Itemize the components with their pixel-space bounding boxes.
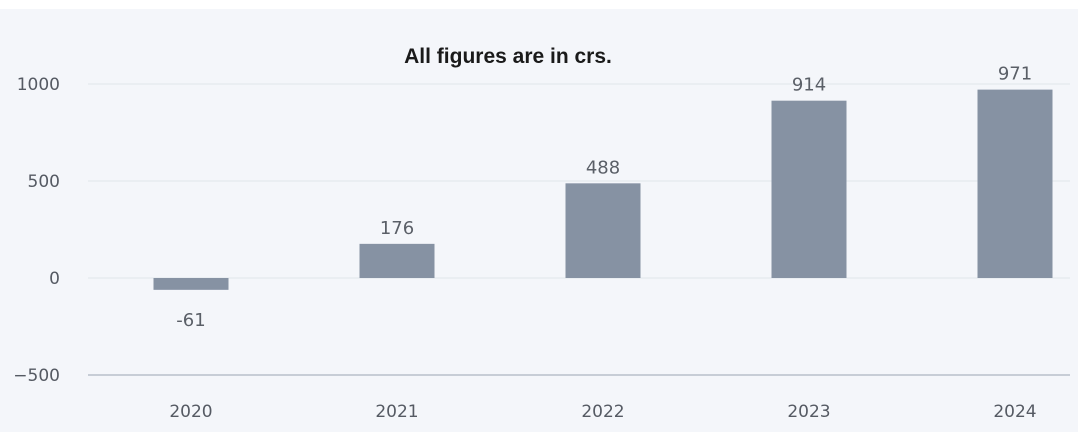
- data-labels: -61 176 488 914 971: [176, 64, 1032, 331]
- y-tick-label: 1000: [17, 75, 60, 95]
- y-tick-label: 500: [28, 172, 60, 192]
- chart-title: All figures are in crs.: [404, 45, 612, 68]
- x-tick-label: 2020: [169, 402, 212, 422]
- bar: [565, 183, 641, 278]
- x-tick-label: 2021: [375, 402, 418, 422]
- x-tick-label: 2024: [993, 402, 1036, 422]
- bar: [771, 100, 847, 279]
- y-axis-ticks: 1000 500 0 −500: [13, 75, 60, 386]
- x-tick-label: 2022: [581, 402, 624, 422]
- bar: [977, 89, 1053, 278]
- y-tick-label: 0: [49, 269, 60, 289]
- bar: [153, 278, 229, 290]
- data-label: 971: [998, 64, 1032, 85]
- bar: [359, 243, 435, 278]
- data-label: 176: [380, 218, 414, 239]
- bars: [153, 89, 1053, 290]
- y-tick-label: −500: [13, 366, 60, 386]
- data-label: 488: [586, 157, 620, 178]
- chart-panel: 1000 500 0 −500 -61 176 488 914 971 2020 2021 202…: [0, 9, 1078, 432]
- x-axis-ticks: 2020 2021 2022 2023 2024: [169, 402, 1036, 422]
- data-label: 914: [792, 75, 826, 96]
- x-tick-label: 2023: [787, 402, 830, 422]
- data-label: -61: [176, 310, 205, 331]
